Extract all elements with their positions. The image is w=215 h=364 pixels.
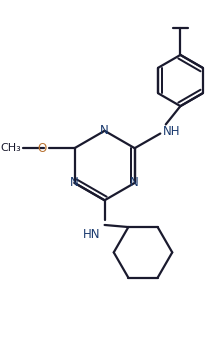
Text: N: N (100, 124, 109, 137)
Text: CH₃: CH₃ (1, 143, 22, 153)
Text: O: O (37, 142, 46, 155)
Text: HN: HN (83, 228, 100, 241)
Text: N: N (130, 177, 139, 189)
Text: NH: NH (163, 125, 181, 138)
Text: N: N (70, 177, 79, 189)
